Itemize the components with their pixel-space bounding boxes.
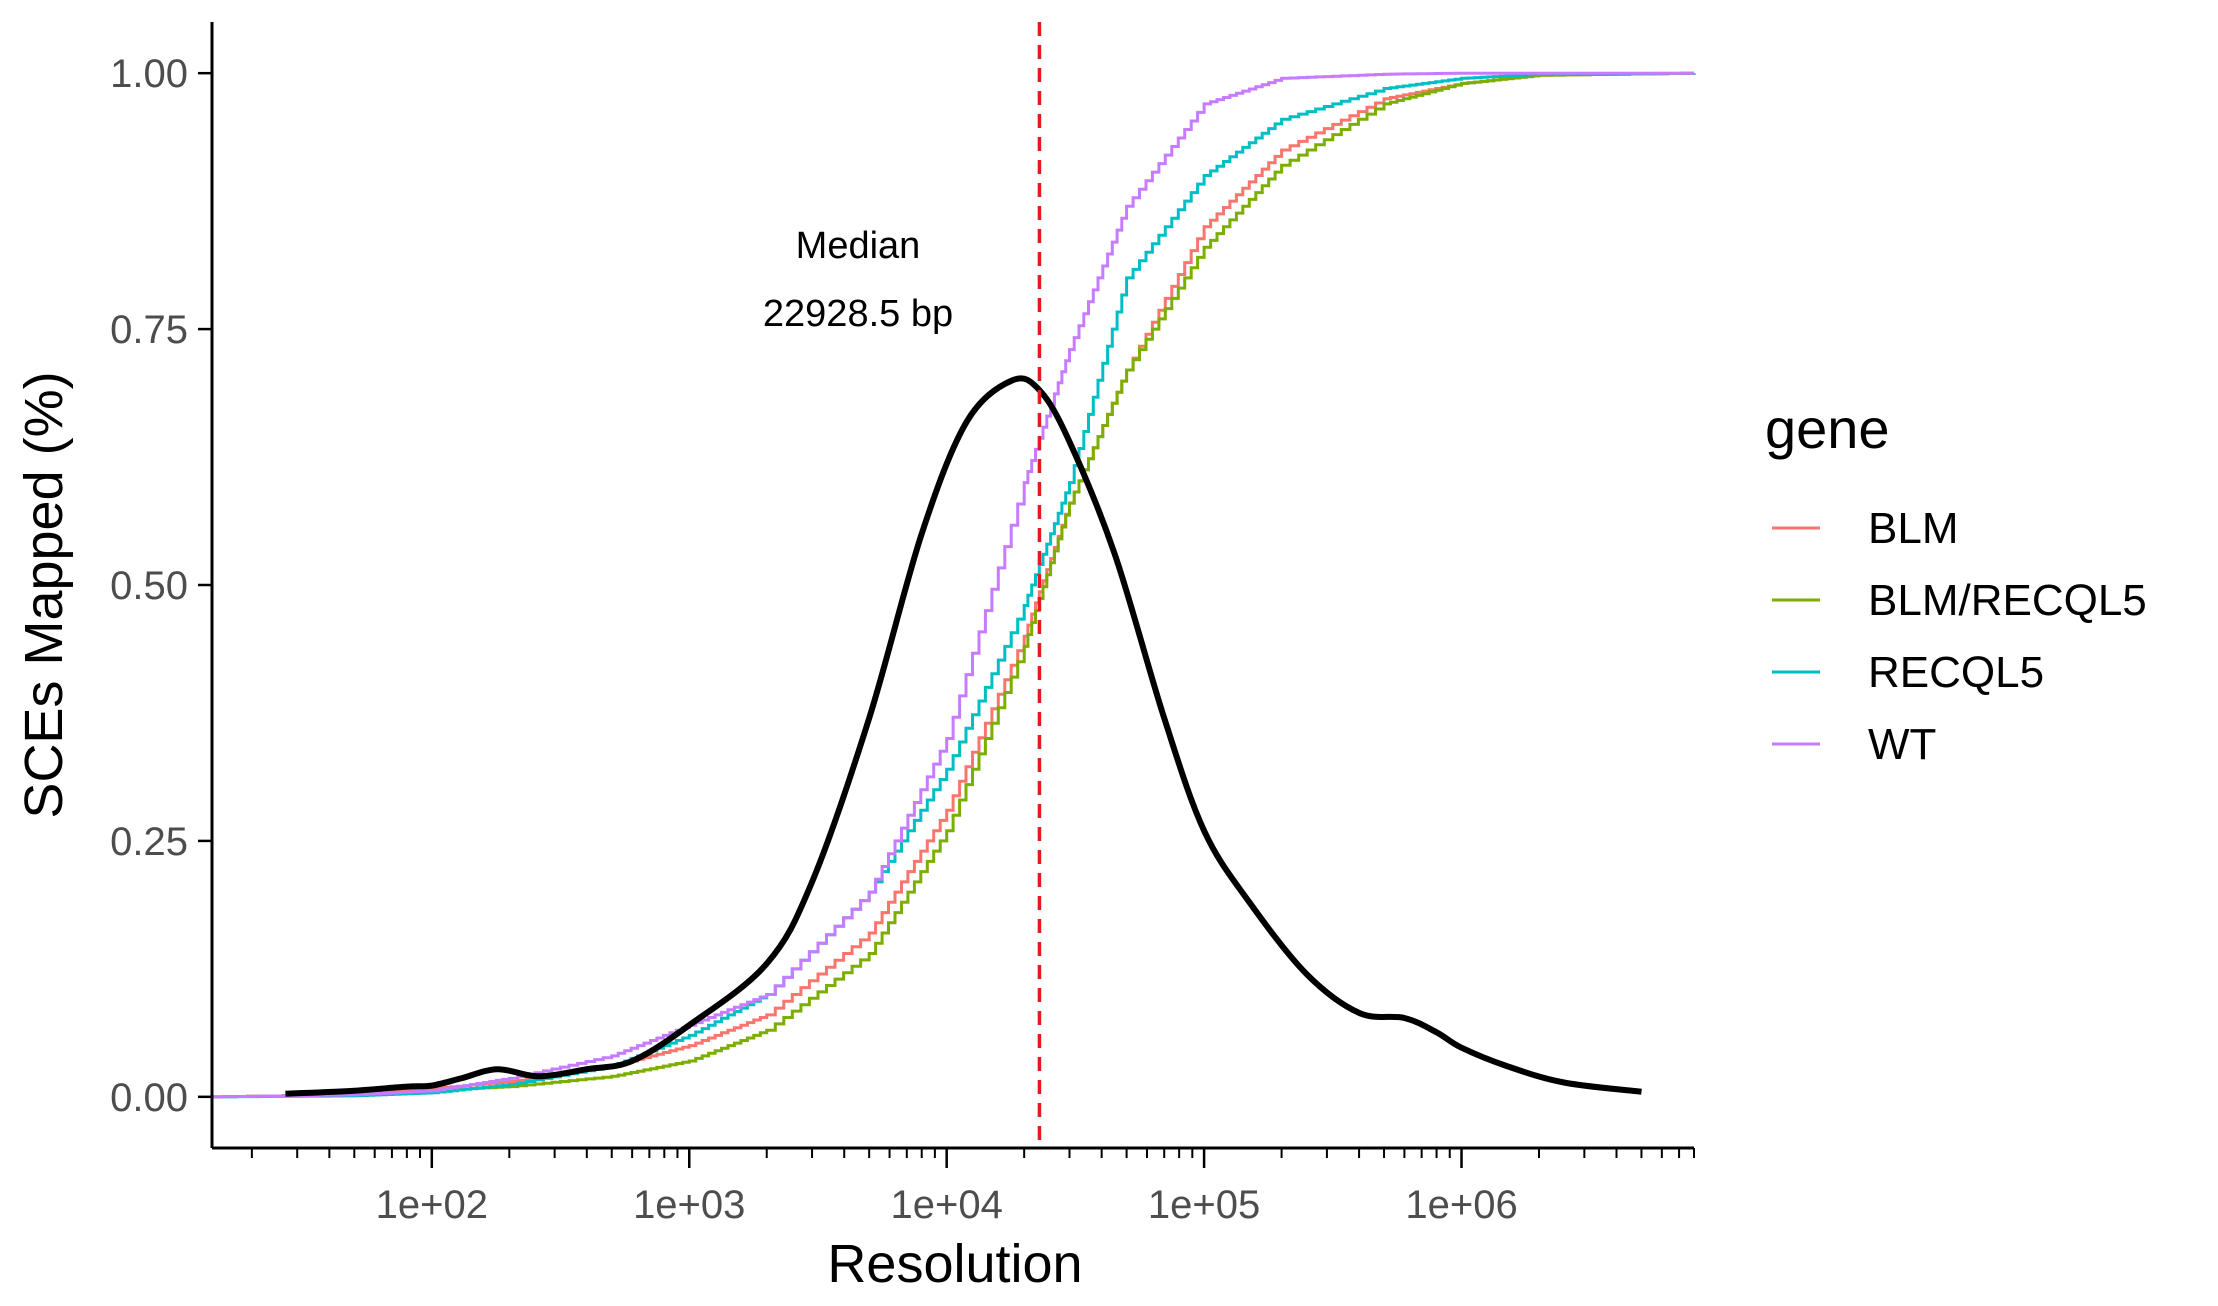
annotation-median-value: 22928.5 bp — [763, 293, 953, 335]
legend-label-blm: BLM — [1868, 504, 1958, 553]
x-major-ticks: 1e+02 1e+03 1e+04 1e+05 1e+06 — [376, 1148, 1518, 1227]
series-line-blm — [212, 71, 1696, 1099]
y-tick-label: 0.00 — [110, 1076, 188, 1120]
y-tick-label: 0.75 — [110, 308, 188, 352]
series-group — [212, 71, 1696, 1099]
legend-title: gene — [1765, 397, 1890, 460]
series-line-wt — [212, 71, 1694, 1099]
y-axis-title: SCEs Mapped (%) — [14, 371, 74, 818]
density-group — [285, 375, 1642, 1097]
annotation-median: Median — [796, 225, 921, 267]
y-tick-label: 1.00 — [110, 52, 188, 96]
y-ticks: 0.00 0.25 0.50 0.75 1.00 — [110, 52, 212, 1120]
x-tick-label: 1e+06 — [1405, 1183, 1517, 1227]
density-curve — [285, 375, 1642, 1097]
legend-label-blm-recql5: BLM/RECQL5 — [1868, 576, 2147, 625]
legend: gene BLM BLM/RECQL5 RECQL5 WT — [1765, 397, 2147, 769]
legend-label-recql5: RECQL5 — [1868, 648, 2044, 697]
x-tick-label: 1e+03 — [633, 1183, 745, 1227]
y-tick-label: 0.50 — [110, 564, 188, 608]
x-tick-label: 1e+04 — [890, 1183, 1002, 1227]
x-axis-title: Resolution — [827, 1234, 1082, 1294]
legend-label-wt: WT — [1868, 720, 1936, 769]
x-minor-ticks — [250, 1148, 1695, 1158]
x-tick-label: 1e+05 — [1148, 1183, 1260, 1227]
x-tick-label: 1e+02 — [376, 1183, 488, 1227]
series-line-blm-recql5 — [212, 71, 1696, 1099]
y-tick-label: 0.25 — [110, 820, 188, 864]
series-line-recql5 — [212, 71, 1696, 1099]
